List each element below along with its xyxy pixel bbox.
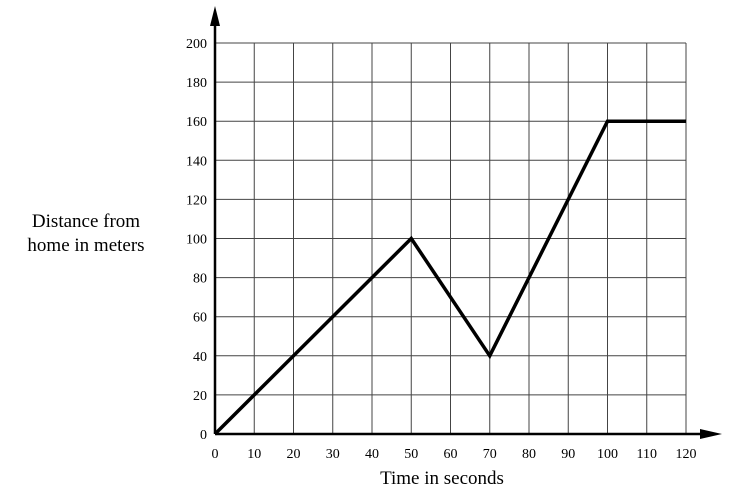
series-line-0 — [213, 119, 686, 436]
x-tick-label-10: 10 — [247, 447, 261, 462]
x-tick-label-0: 0 — [212, 447, 219, 462]
x-tick-label-120: 120 — [676, 447, 697, 462]
y-tick-label-100: 100 — [186, 233, 207, 248]
x-tick-label-90: 90 — [561, 447, 575, 462]
y-tick-label-120: 120 — [186, 193, 207, 208]
y-tick-label-0: 0 — [200, 428, 207, 443]
x-tick-label-40: 40 — [365, 447, 379, 462]
series-layer — [213, 119, 686, 436]
y-axis-title-line-2: home in meters — [27, 235, 145, 256]
chart-grid — [215, 42, 687, 434]
y-axis-arrow — [210, 6, 220, 26]
y-axis-title-line-1: Distance from — [31, 211, 141, 232]
y-tick-label-160: 160 — [186, 115, 207, 130]
y-tick-label-60: 60 — [193, 311, 207, 326]
y-tick-label-140: 140 — [186, 154, 207, 169]
chart-axes — [210, 6, 722, 439]
x-tick-label-30: 30 — [326, 447, 340, 462]
y-tick-label-180: 180 — [186, 76, 207, 91]
y-tick-label-40: 40 — [193, 350, 207, 365]
y-tick-label-20: 20 — [193, 389, 207, 404]
x-tick-label-50: 50 — [404, 447, 418, 462]
x-axis-title: Time in seconds — [380, 468, 504, 489]
x-tick-label-20: 20 — [287, 447, 301, 462]
x-tick-label-80: 80 — [522, 447, 536, 462]
y-tick-label-80: 80 — [193, 272, 207, 287]
x-axis-arrow — [700, 429, 722, 439]
y-tick-label-200: 200 — [186, 37, 207, 52]
x-tick-label-70: 70 — [483, 447, 497, 462]
x-tick-label-110: 110 — [637, 447, 657, 462]
tick-labels: 0 10 20 30 40 50 60 70 80 90 100 110 120 0 20 40 60 80 100… — [186, 37, 697, 462]
y-axis-title: Distance from home in meters — [6, 210, 166, 258]
x-tick-label-60: 60 — [444, 447, 458, 462]
x-tick-label-100: 100 — [597, 447, 618, 462]
